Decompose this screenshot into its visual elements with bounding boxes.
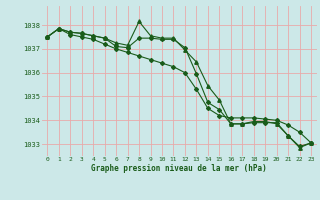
- X-axis label: Graphe pression niveau de la mer (hPa): Graphe pression niveau de la mer (hPa): [91, 164, 267, 173]
